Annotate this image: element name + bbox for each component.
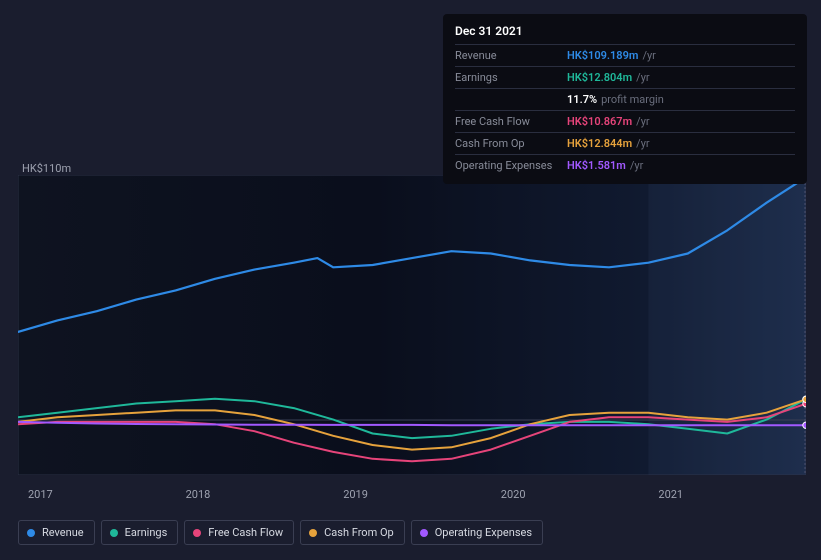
legend-swatch bbox=[420, 529, 428, 537]
legend-swatch bbox=[110, 529, 118, 537]
legend-item[interactable]: Earnings bbox=[101, 520, 179, 545]
x-axis-label: 2021 bbox=[658, 488, 683, 501]
legend-label: Operating Expenses bbox=[435, 526, 532, 539]
financials-chart[interactable] bbox=[18, 175, 806, 475]
data-tooltip: Dec 31 2021 RevenueHK$109.189m/yrEarning… bbox=[443, 14, 807, 184]
tooltip-row: Operating ExpensesHK$1.581m/yr bbox=[455, 154, 795, 176]
tooltip-suffix: /yr bbox=[642, 49, 655, 62]
x-axis-label: 2018 bbox=[186, 488, 211, 501]
x-axis-label: 2017 bbox=[28, 488, 53, 501]
tooltip-suffix: /yr bbox=[636, 115, 649, 128]
tooltip-suffix: /yr bbox=[636, 137, 649, 150]
tooltip-row: Cash From OpHK$12.844m/yr bbox=[455, 132, 795, 154]
tooltip-label: Operating Expenses bbox=[455, 159, 567, 172]
legend-swatch bbox=[193, 529, 201, 537]
y-axis-label: HK$110m bbox=[22, 162, 71, 175]
legend-label: Cash From Op bbox=[324, 526, 394, 539]
legend-item[interactable]: Operating Expenses bbox=[411, 520, 543, 545]
tooltip-row: EarningsHK$12.804m/yr bbox=[455, 66, 795, 88]
legend-label: Free Cash Flow bbox=[208, 526, 283, 539]
legend-label: Earnings bbox=[125, 526, 168, 539]
tooltip-label: Revenue bbox=[455, 49, 567, 62]
tooltip-value: HK$109.189m bbox=[567, 49, 638, 62]
tooltip-suffix: profit margin bbox=[601, 93, 664, 106]
legend-item[interactable]: Free Cash Flow bbox=[184, 520, 294, 545]
tooltip-value: 11.7% bbox=[567, 93, 597, 106]
tooltip-value: HK$12.804m bbox=[567, 71, 632, 84]
chart-legend: Revenue Earnings Free Cash Flow Cash From O… bbox=[18, 520, 543, 545]
tooltip-label: Free Cash Flow bbox=[455, 115, 567, 128]
legend-swatch bbox=[309, 529, 317, 537]
tooltip-row: Free Cash FlowHK$10.867m/yr bbox=[455, 110, 795, 132]
tooltip-suffix: /yr bbox=[636, 71, 649, 84]
tooltip-label: Cash From Op bbox=[455, 137, 567, 150]
tooltip-value: HK$10.867m bbox=[567, 115, 632, 128]
legend-item[interactable]: Cash From Op bbox=[300, 520, 405, 545]
legend-label: Revenue bbox=[42, 526, 84, 539]
legend-item[interactable]: Revenue bbox=[18, 520, 95, 545]
series-end-dot bbox=[803, 422, 806, 428]
future-region bbox=[648, 175, 806, 475]
tooltip-value: HK$1.581m bbox=[567, 159, 626, 172]
tooltip-row: 11.7% profit margin bbox=[455, 88, 795, 110]
tooltip-row: RevenueHK$109.189m/yr bbox=[455, 44, 795, 66]
tooltip-suffix: /yr bbox=[630, 159, 643, 172]
tooltip-value: HK$12.844m bbox=[567, 137, 632, 150]
series-end-dot bbox=[803, 396, 806, 402]
legend-swatch bbox=[27, 529, 35, 537]
x-axis-label: 2020 bbox=[501, 488, 526, 501]
x-axis-label: 2019 bbox=[343, 488, 368, 501]
tooltip-date: Dec 31 2021 bbox=[455, 22, 795, 44]
tooltip-label: Earnings bbox=[455, 71, 567, 84]
